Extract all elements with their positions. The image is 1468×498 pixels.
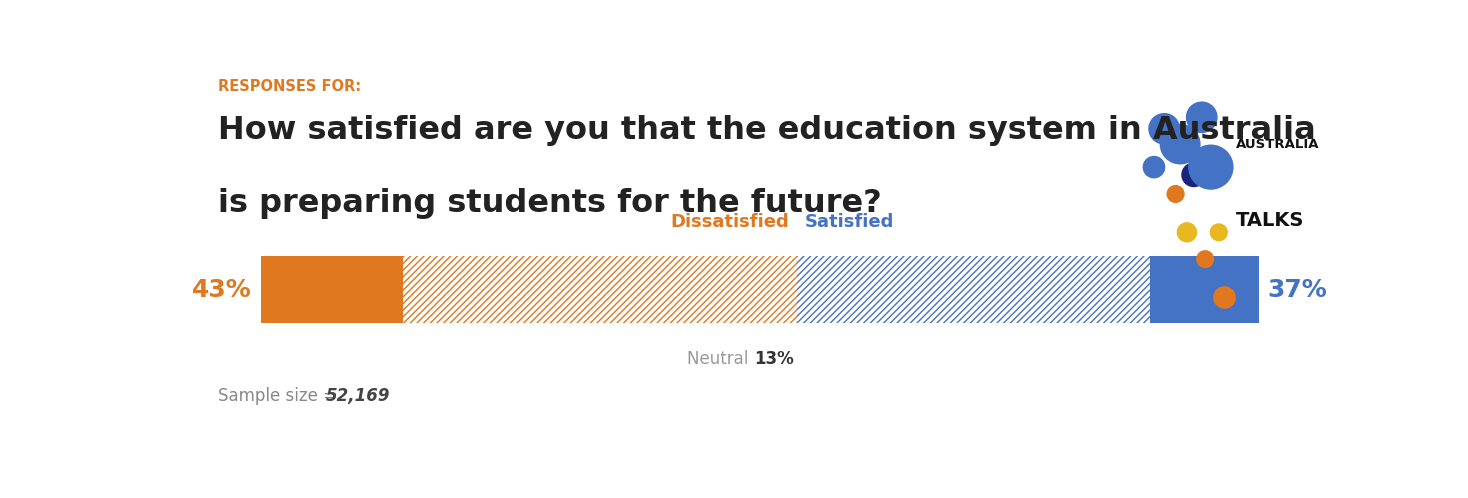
Bar [404,256,797,323]
Bar [261,256,404,323]
Bar [1151,256,1258,323]
Ellipse shape [1210,223,1227,242]
Text: AUSTRALIA: AUSTRALIA [1236,137,1320,150]
Ellipse shape [1167,185,1185,203]
Ellipse shape [1196,250,1214,268]
Text: is preparing students for the future?: is preparing students for the future? [217,188,881,219]
Ellipse shape [1160,124,1201,164]
Ellipse shape [1148,113,1180,144]
Text: Neutral: Neutral [687,350,755,368]
Ellipse shape [1142,156,1166,178]
Text: TALKS: TALKS [1236,211,1304,230]
Text: 43%: 43% [192,278,252,302]
Ellipse shape [1188,144,1233,190]
Text: 13%: 13% [755,350,794,368]
Ellipse shape [1182,162,1207,187]
Ellipse shape [1186,102,1217,133]
Bar [797,256,1151,323]
Text: 52,169: 52,169 [326,387,390,405]
Text: Dissatisfied: Dissatisfied [671,213,790,232]
Text: Satisfied: Satisfied [804,213,894,232]
Ellipse shape [1213,286,1236,309]
Text: RESPONSES FOR:: RESPONSES FOR: [217,79,361,94]
Text: 37%: 37% [1268,278,1327,302]
Text: How satisfied are you that the education system in Australia: How satisfied are you that the education… [217,116,1315,146]
Text: Sample size =: Sample size = [217,387,342,405]
Ellipse shape [1177,222,1198,243]
